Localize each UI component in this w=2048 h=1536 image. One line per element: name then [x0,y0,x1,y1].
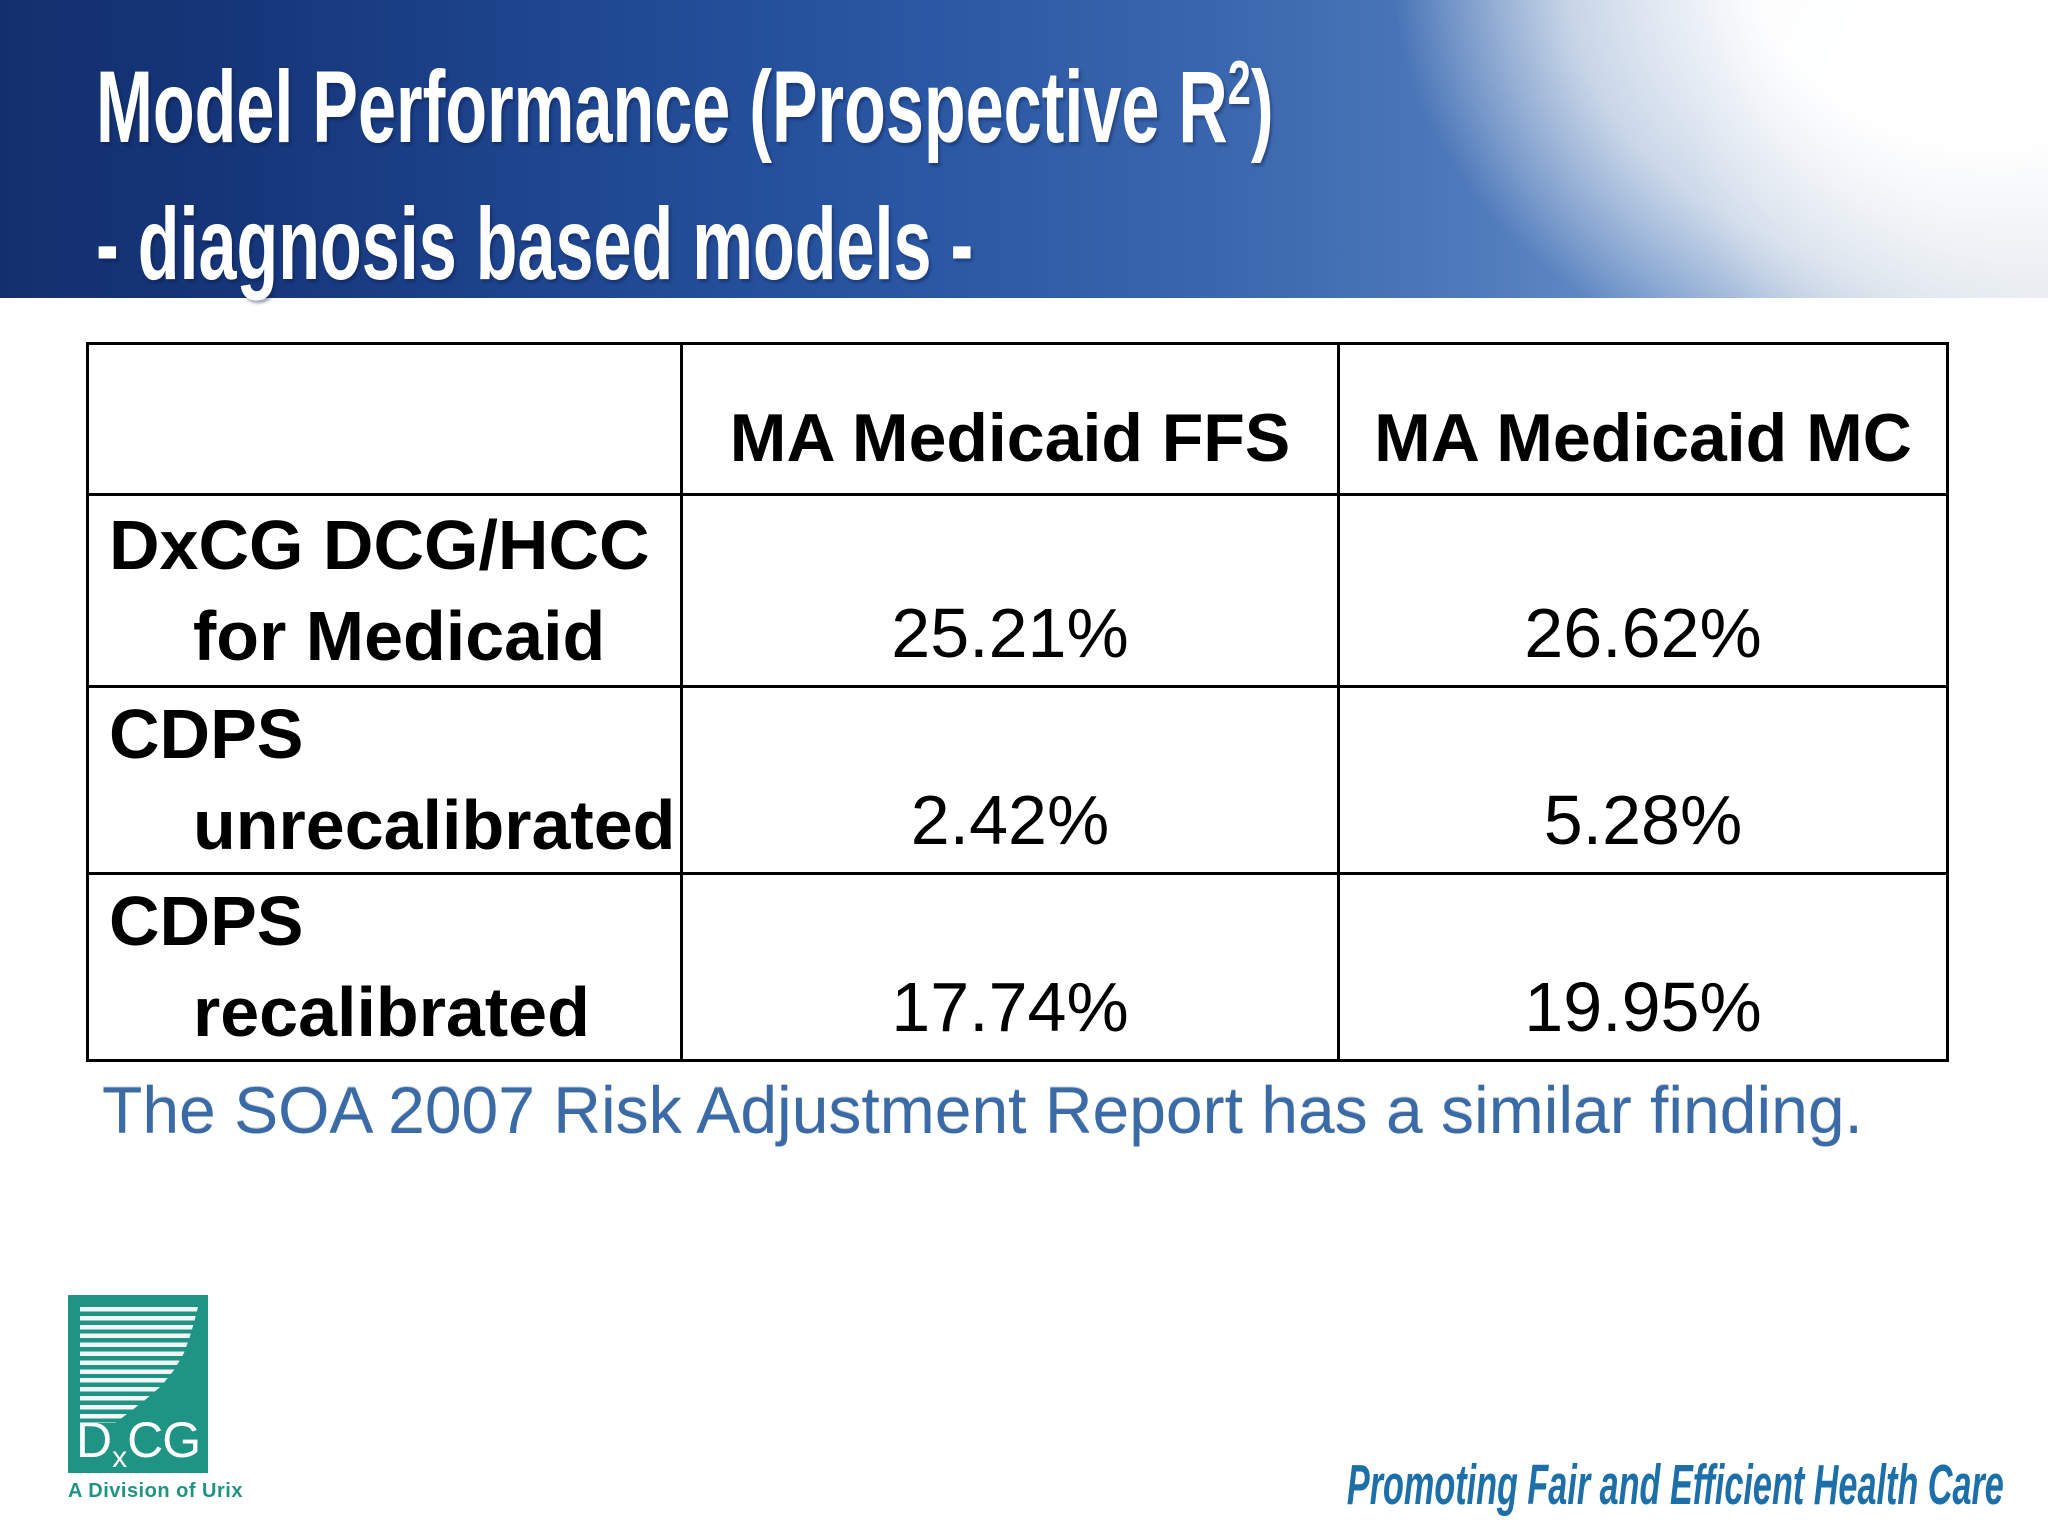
table-header-row: MA Medicaid FFS MA Medicaid MC [86,342,1949,496]
title-text-post: ) [1250,50,1274,164]
row-label-line2: unrecalibrated [193,786,676,864]
table-row: CDPS recalibrated 17.74% 19.95% [86,872,1949,1062]
cell-ffs-value: 2.42% [680,685,1340,875]
col-header-ma-medicaid-ffs: MA Medicaid FFS [680,342,1340,496]
row-label-line1: DxCG DCG/HCC [109,505,650,584]
logo-wordmark: DxCG [76,1412,201,1473]
logo-division-text: A Division of Urix [68,1480,243,1502]
table-row: CDPS unrecalibrated 2.42% 5.28% [86,685,1949,875]
title-banner: Model Performance (Prospective R2) - dia… [0,0,2048,301]
logo-stripes-icon [80,1307,198,1423]
logo-letter-d: D [76,1412,112,1468]
slide-title-line1: Model Performance (Prospective R2) [96,46,1274,183]
dxcg-logo-mark: DxCG [68,1295,208,1473]
cell-mc-value: 26.62% [1337,493,1949,688]
logo-letter-x: x [112,1441,127,1474]
cell-ffs-value: 17.74% [680,872,1340,1062]
title-text-pre: Model Performance (Prospective R [96,50,1228,164]
cell-mc-value: 19.95% [1337,872,1949,1062]
blank-header-cell [86,342,683,496]
row-label-line2: recalibrated [193,973,590,1051]
logo-letters-cg: CG [127,1412,201,1468]
row-label-line1: CDPS [109,882,304,960]
row-label-cdps-unrecalibrated: CDPS unrecalibrated [86,685,683,875]
row-label-line2: for Medicaid [193,596,606,675]
title-superscript: 2 [1227,49,1251,118]
row-label-dxcg-dcg-hcc: DxCG DCG/HCC for Medicaid [86,493,683,688]
row-label-cdps-recalibrated: CDPS recalibrated [86,872,683,1062]
cell-ffs-value: 25.21% [680,493,1340,688]
footer-tagline: Promoting Fair and Efficient Health Care [1347,1453,2004,1517]
slide-title: Model Performance (Prospective R2) - dia… [96,46,1274,305]
col-header-ma-medicaid-mc: MA Medicaid MC [1337,342,1949,496]
cell-mc-value: 5.28% [1337,685,1949,875]
dxcg-logo: DxCG A Division of Urix [68,1295,288,1503]
results-table: MA Medicaid FFS MA Medicaid MC DxCG DCG/… [86,342,1949,1062]
note-text: The SOA 2007 Risk Adjustment Report has … [102,1073,1863,1147]
table-row: DxCG DCG/HCC for Medicaid 25.21% 26.62% [86,493,1949,688]
row-label-line1: CDPS [109,695,304,773]
slide-title-line2: - diagnosis based models - [96,187,974,301]
